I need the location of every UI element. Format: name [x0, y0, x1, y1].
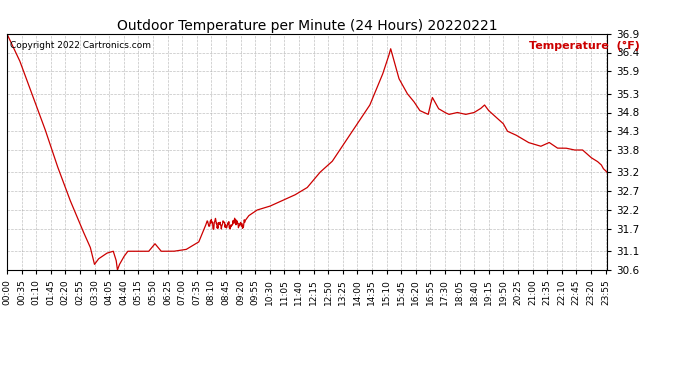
Text: Temperature  (°F): Temperature (°F) — [529, 41, 640, 51]
Text: Copyright 2022 Cartronics.com: Copyright 2022 Cartronics.com — [10, 41, 151, 50]
Title: Outdoor Temperature per Minute (24 Hours) 20220221: Outdoor Temperature per Minute (24 Hours… — [117, 19, 497, 33]
